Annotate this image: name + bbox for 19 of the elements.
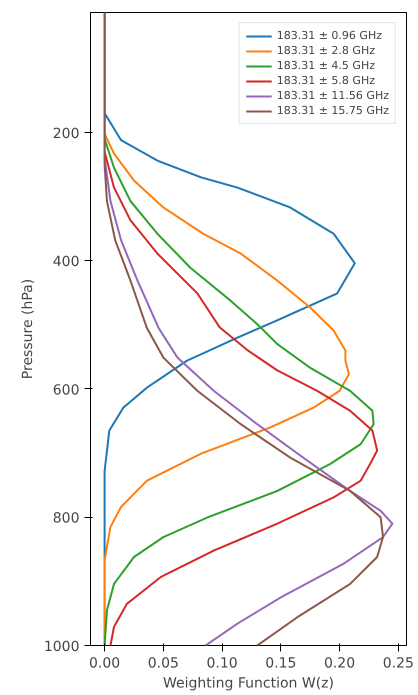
legend-label: 183.31 ± 11.56 GHz — [276, 89, 389, 102]
x-tick-label: 0.15 — [265, 656, 296, 672]
y-tick-label: 800 — [52, 510, 80, 527]
legend-label: 183.31 ± 0.96 GHz — [276, 29, 382, 42]
y-tick-label: 200 — [52, 126, 80, 142]
x-tick-label: 0.25 — [382, 656, 414, 672]
x-axis-title: Weighting Function W(z) — [163, 676, 334, 692]
legend-label: 183.31 ± 4.5 GHz — [276, 59, 375, 72]
legend-label: 183.31 ± 2.8 GHz — [276, 44, 375, 57]
y-tick-label: 400 — [52, 254, 80, 270]
legend-label: 183.31 ± 15.75 GHz — [276, 104, 389, 117]
y-tick-label: 600 — [52, 382, 80, 398]
legend-label: 183.31 ± 5.8 GHz — [276, 74, 375, 87]
y-tick-label: 1000 — [44, 639, 80, 655]
x-tick-label: 0.05 — [148, 656, 179, 672]
y-axis-title: Pressure (hPa) — [20, 278, 36, 380]
x-tick-label: 0.10 — [206, 656, 238, 672]
x-tick-label: 0.00 — [89, 656, 120, 672]
x-tick-label: 0.20 — [324, 656, 356, 672]
